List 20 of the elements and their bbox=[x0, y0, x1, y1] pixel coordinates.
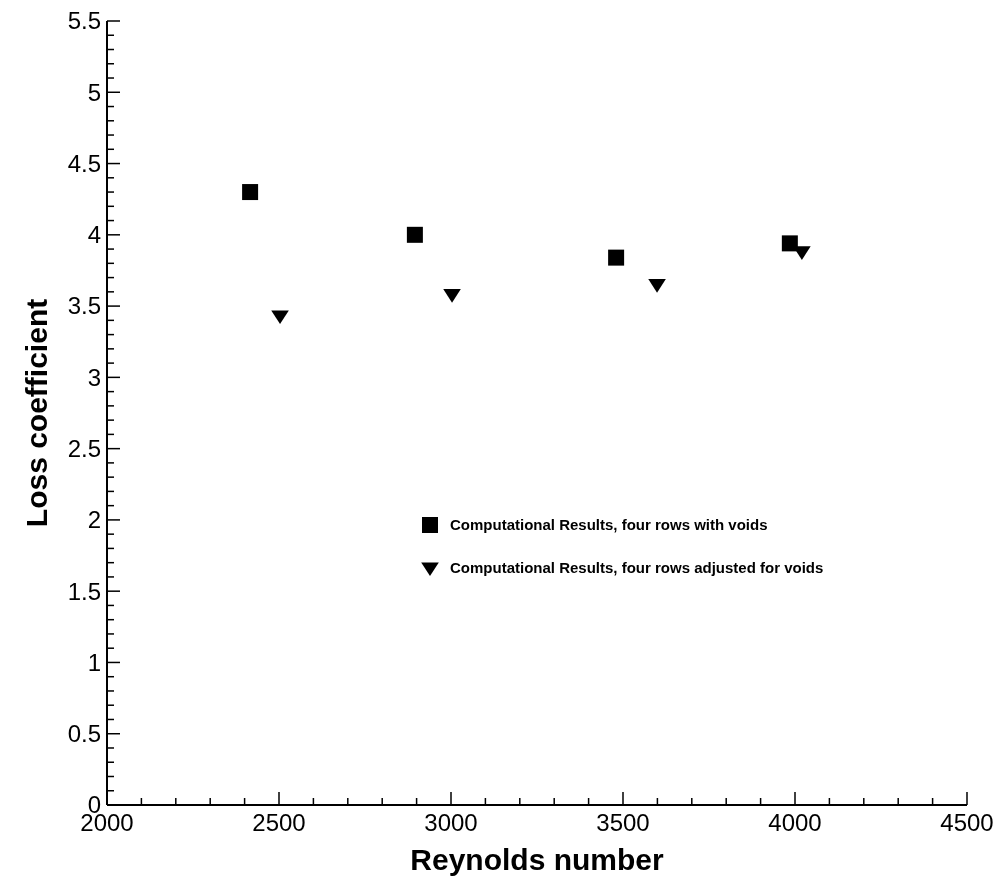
x-tick-label: 4500 bbox=[940, 809, 994, 836]
y-tick-label: 2.5 bbox=[67, 435, 101, 463]
y-tick-label: 3.5 bbox=[67, 292, 101, 320]
x-tick-label: 3000 bbox=[424, 809, 478, 836]
y-tick-label: 5.5 bbox=[67, 7, 101, 35]
y-tick-label: 4 bbox=[87, 221, 101, 249]
legend-label: Computational Results, four rows adjusted for voids bbox=[450, 559, 824, 577]
y-tick-label: 3 bbox=[87, 363, 101, 391]
legend-label: Computational Results, four rows with voids bbox=[450, 516, 768, 534]
y-tick-label: 1 bbox=[87, 648, 101, 676]
y-tick-label: 2 bbox=[87, 506, 101, 534]
y-tick-label: 5 bbox=[87, 78, 101, 106]
y-tick-label: 0.5 bbox=[67, 720, 101, 748]
y-axis-title: Loss coefficient bbox=[20, 298, 53, 528]
x-tick-label: 2500 bbox=[252, 809, 306, 836]
x-tick-label: 3500 bbox=[596, 809, 650, 836]
x-axis-title: Reynolds number bbox=[410, 843, 665, 876]
y-tick-label: 4.5 bbox=[67, 149, 101, 177]
x-tick-label: 4000 bbox=[768, 809, 822, 836]
y-tick-label: 1.5 bbox=[67, 577, 101, 605]
